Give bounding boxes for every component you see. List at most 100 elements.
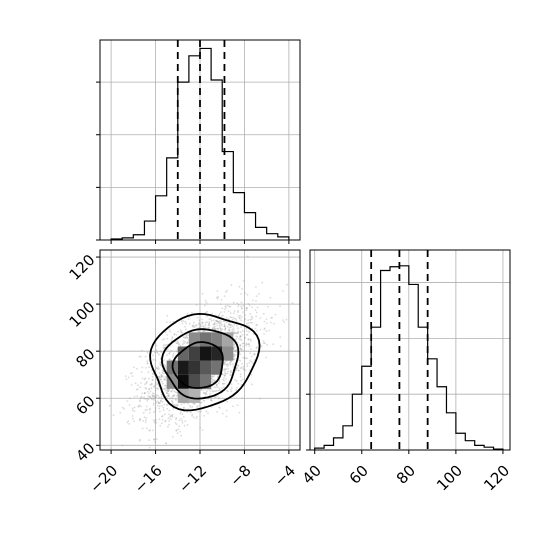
- density-cell-7: [200, 346, 212, 361]
- scatter-point: [208, 388, 210, 391]
- scatter-point: [161, 415, 163, 418]
- scatter-point: [236, 331, 239, 334]
- scatter-point: [249, 338, 252, 341]
- scatter-point: [212, 326, 215, 329]
- scatter-point: [179, 344, 182, 347]
- scatter-point: [164, 344, 167, 347]
- scatter-point: [175, 405, 178, 408]
- scatter-point: [183, 424, 186, 427]
- scatter-point: [247, 338, 250, 340]
- scatter-point: [232, 312, 235, 315]
- scatter-point: [154, 396, 157, 398]
- scatter-point: [265, 322, 268, 325]
- scatter-point: [176, 340, 179, 343]
- scatter-point: [151, 375, 154, 378]
- scatter-point: [167, 394, 170, 397]
- scatter-point: [160, 374, 163, 376]
- scatter-point: [250, 360, 253, 363]
- scatter-point: [144, 392, 146, 394]
- scatter-point: [198, 319, 201, 322]
- scatter-point: [241, 397, 244, 400]
- scatter-point: [229, 370, 232, 373]
- scatter-point: [229, 316, 232, 319]
- scatter-point: [214, 390, 217, 393]
- scatter-point: [236, 341, 239, 344]
- scatter-point: [191, 413, 194, 416]
- scatter-point: [274, 313, 277, 316]
- scatter-point: [137, 405, 139, 408]
- scatter-point: [215, 395, 218, 397]
- scatter-point: [230, 360, 232, 362]
- scatter-point: [224, 371, 227, 374]
- scatter-point: [173, 394, 175, 396]
- scatter-point: [208, 327, 210, 330]
- scatter-point: [184, 320, 187, 323]
- scatter-point: [202, 325, 204, 328]
- scatter-point: [224, 327, 227, 329]
- scatter-point: [239, 338, 242, 341]
- scatter-point: [202, 399, 205, 402]
- scatter-point: [279, 345, 282, 348]
- scatter-point: [239, 331, 242, 334]
- scatter-point: [229, 305, 232, 308]
- scatter-point: [223, 368, 226, 371]
- scatter-point: [171, 389, 174, 391]
- scatter-point: [183, 342, 185, 345]
- density-cell-12: [222, 346, 234, 361]
- scatter-point: [234, 354, 237, 356]
- scatter-point: [148, 388, 150, 391]
- scatter-point: [235, 332, 238, 334]
- scatter-point: [142, 411, 145, 414]
- scatter-point: [170, 396, 173, 399]
- scatter-point: [156, 367, 158, 370]
- scatter-point: [154, 381, 157, 384]
- scatter-point: [159, 361, 162, 364]
- scatter-point: [153, 385, 156, 388]
- scatter-point: [215, 322, 218, 325]
- scatter-point: [244, 292, 246, 294]
- density-cell-6: [188, 346, 200, 361]
- scatter-point: [166, 403, 169, 406]
- scatter-point: [255, 311, 258, 314]
- scatter-point: [230, 316, 233, 319]
- scatter-point: [159, 402, 161, 404]
- scatter-point: [161, 398, 163, 400]
- scatter-point: [230, 284, 233, 287]
- scatter-point: [238, 338, 241, 340]
- scatter-point: [181, 332, 184, 334]
- scatter-point: [235, 389, 238, 391]
- scatter-point: [242, 365, 245, 368]
- scatter-point: [273, 322, 275, 325]
- scatter-point: [154, 384, 157, 387]
- scatter-point: [216, 320, 219, 322]
- scatter-point: [173, 390, 176, 392]
- scatter-point: [182, 407, 185, 409]
- y-tick-label-3: 100: [66, 298, 99, 331]
- x-tick-label-3: 100: [433, 462, 466, 495]
- scatter-point: [140, 382, 142, 384]
- scatter-point: [203, 400, 206, 402]
- scatter-point: [230, 324, 233, 327]
- scatter-point: [191, 415, 193, 417]
- scatter-point: [170, 390, 173, 393]
- scatter-point: [163, 347, 165, 350]
- scatter-point: [238, 411, 241, 414]
- scatter-point: [180, 320, 183, 323]
- scatter-point: [252, 353, 255, 356]
- scatter-point: [226, 400, 229, 403]
- scatter-point: [152, 358, 155, 361]
- scatter-point: [138, 404, 141, 407]
- scatter-point: [217, 295, 220, 298]
- scatter-point: [172, 395, 175, 397]
- scatter-point: [215, 319, 218, 322]
- x-tick-label-4: −4: [271, 462, 299, 490]
- scatter-point: [152, 373, 155, 375]
- scatter-point: [162, 415, 164, 417]
- scatter-point: [143, 392, 146, 394]
- scatter-point: [168, 420, 171, 422]
- scatter-point: [233, 355, 236, 358]
- scatter-point: [164, 364, 166, 367]
- scatter-point: [178, 419, 181, 422]
- scatter-point: [152, 429, 154, 432]
- scatter-point: [146, 362, 149, 365]
